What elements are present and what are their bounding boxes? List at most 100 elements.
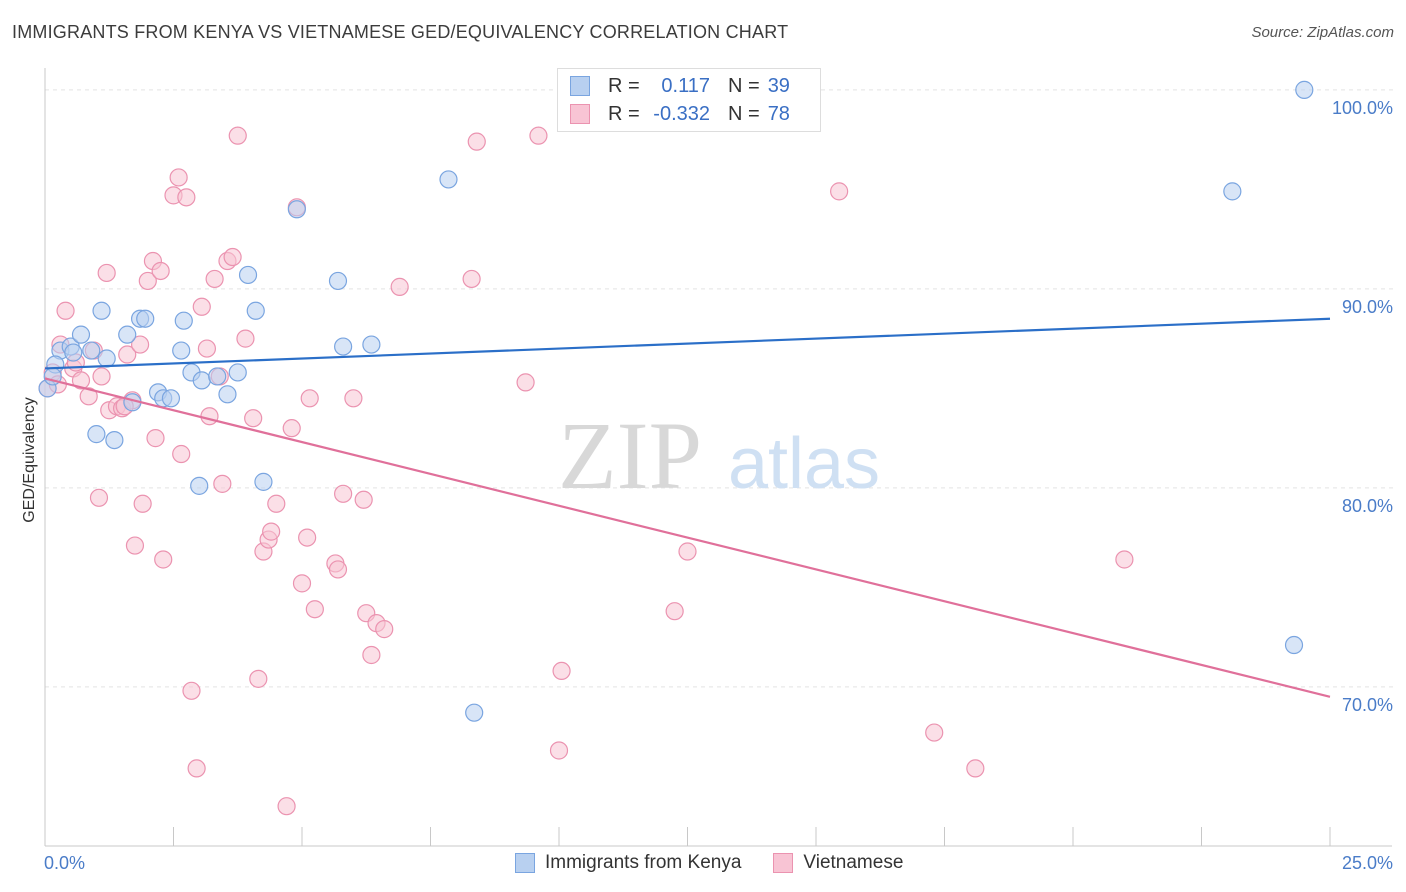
vietnamese-point xyxy=(830,182,849,201)
trend-lines xyxy=(44,317,1331,698)
kenya-point xyxy=(287,200,306,219)
vietnamese-point xyxy=(200,407,219,426)
vietnamese-point xyxy=(130,335,150,354)
vietnamese-point xyxy=(305,600,324,619)
legend-item-kenya[interactable]: Immigrants from Kenya xyxy=(515,852,741,874)
vietnamese-point xyxy=(133,494,152,513)
vietnamese-point xyxy=(262,522,281,541)
legend-n-value: 39 xyxy=(767,74,790,97)
kenya-point xyxy=(118,325,137,344)
legend-swatch-vietnamese xyxy=(773,853,794,873)
axes xyxy=(44,68,1392,847)
vietnamese-point xyxy=(678,542,697,561)
vietnamese-point xyxy=(182,681,201,700)
y-tick-label: 100.0% xyxy=(1332,98,1393,118)
kenya-point xyxy=(192,371,211,390)
vietnamese-point xyxy=(665,602,684,621)
vietnamese-point xyxy=(97,263,116,283)
legend-n-label: N = xyxy=(728,102,760,125)
vietnamese-points xyxy=(38,126,1134,816)
vietnamese-point xyxy=(172,444,191,464)
kenya-point xyxy=(161,389,181,408)
kenya-point xyxy=(92,301,111,320)
kenya-point xyxy=(439,170,458,189)
kenya-point xyxy=(208,367,227,386)
vietnamese-point xyxy=(154,550,173,569)
legend-r-label: R = xyxy=(608,74,640,97)
vietnamese-point xyxy=(300,389,319,408)
x-tick-label: 0.0% xyxy=(44,853,85,873)
vietnamese-point xyxy=(282,419,301,438)
vietnamese-point xyxy=(966,759,985,778)
vietnamese-point xyxy=(177,188,196,207)
kenya-point xyxy=(254,472,273,491)
vietnamese-point xyxy=(138,271,157,291)
kenya-point xyxy=(334,337,353,356)
vietnamese-point xyxy=(213,474,232,493)
tick-labels: 70.0% 80.0% 90.0% 100.0% 0.0% 25.0% xyxy=(44,98,1393,873)
legend-item-vietnamese[interactable]: Vietnamese xyxy=(773,852,903,874)
kenya-point xyxy=(328,271,348,291)
kenya-point xyxy=(190,476,209,495)
kenya-point xyxy=(246,301,265,320)
kenya-point xyxy=(97,349,116,368)
kenya-point xyxy=(1223,182,1242,201)
correlation-legend: R = 0.117 N = 39 R = -0.332 N = 78 xyxy=(557,68,821,132)
y-tick-label: 80.0% xyxy=(1342,496,1393,516)
legend-n-value: 78 xyxy=(767,102,790,125)
kenya-point xyxy=(465,703,484,722)
watermark: ZIP atlas xyxy=(558,402,880,509)
vietnamese-point xyxy=(187,759,206,778)
vietnamese-point xyxy=(169,168,188,187)
chart-title: IMMIGRANTS FROM KENYA VS VIETNAMESE GED/… xyxy=(12,22,789,42)
vietnamese-point xyxy=(344,389,363,408)
legend-row-vietnamese: R = -0.332 N = 78 xyxy=(570,101,790,127)
vietnamese-point xyxy=(79,387,98,406)
vietnamese-point xyxy=(354,490,373,509)
kenya-point xyxy=(1284,635,1304,655)
vietnamese-point xyxy=(516,373,535,392)
vietnamese-point xyxy=(549,741,569,760)
vietnamese-point xyxy=(244,409,263,428)
vietnamese-point xyxy=(298,528,317,547)
vietnamese-point xyxy=(71,371,91,390)
legend-r-value: 0.117 xyxy=(661,74,710,97)
vietnamese-point xyxy=(277,797,296,816)
legend-label-vietnamese: Vietnamese xyxy=(803,852,904,873)
legend-r-value: -0.332 xyxy=(653,102,710,125)
chart-source: Source: ZipAtlas.com xyxy=(1251,24,1394,41)
series-legend: Immigrants from Kenya Vietnamese xyxy=(515,852,935,874)
kenya-point xyxy=(71,325,91,344)
vietnamese-point xyxy=(89,488,109,507)
vietnamese-point xyxy=(390,277,409,296)
vietnamese-point xyxy=(249,669,268,688)
kenya-point xyxy=(136,309,155,328)
kenya-point xyxy=(362,335,381,354)
kenya-point xyxy=(64,343,83,362)
vietnamese-point xyxy=(228,126,247,145)
kenya-point xyxy=(87,425,106,444)
vietnamese-point xyxy=(92,367,111,386)
y-tick-label: 90.0% xyxy=(1342,297,1393,317)
watermark-atlas: atlas xyxy=(728,424,880,504)
vietnamese-point xyxy=(552,661,571,681)
legend-swatch-vietnamese xyxy=(570,104,590,124)
kenya-point xyxy=(82,341,101,360)
vietnamese-point xyxy=(467,132,486,151)
kenya-point xyxy=(1295,80,1314,99)
kenya-point xyxy=(105,430,124,450)
y-tick-label: 70.0% xyxy=(1342,695,1393,715)
kenya-point xyxy=(174,311,193,330)
vietnamese-point xyxy=(146,429,165,448)
legend-r-label: R = xyxy=(608,102,640,125)
kenya-point xyxy=(218,385,237,404)
vietnamese-point xyxy=(197,339,217,358)
kenya-point xyxy=(238,265,258,285)
vietnamese-point xyxy=(925,723,944,742)
vietnamese-trend-line xyxy=(44,377,1331,698)
vietnamese-point xyxy=(205,269,224,289)
vietnamese-point xyxy=(462,269,481,289)
kenya-point xyxy=(172,341,191,360)
vietnamese-point xyxy=(375,620,394,639)
vietnamese-point xyxy=(118,345,137,364)
